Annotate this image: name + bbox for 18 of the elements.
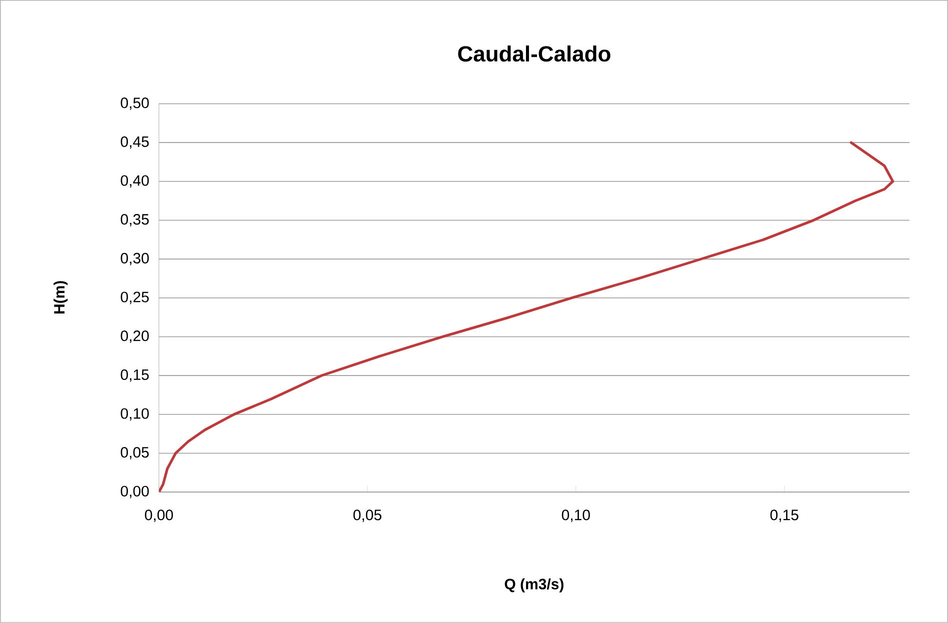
x-tick-label: 0,10	[562, 510, 590, 522]
y-tick-label: 0,35	[120, 214, 149, 226]
y-tick-label: 0,00	[120, 486, 149, 498]
y-tick-label: 0,30	[120, 252, 149, 266]
y-tick-label: 0,45	[120, 136, 149, 149]
y-axis-title: H(m)	[54, 281, 68, 314]
y-tick-label: 0,05	[120, 447, 149, 460]
y-tick-label: 0,10	[120, 408, 149, 421]
x-tick-label: 0,00	[144, 510, 173, 522]
y-tick-label: 0,40	[120, 175, 149, 188]
x-tick-label: 0,05	[353, 510, 382, 522]
y-tick-label: 0,20	[120, 330, 149, 343]
y-tick-label: 0,50	[120, 98, 149, 110]
y-tick-label: 0,15	[120, 369, 149, 382]
chart-title: Caudal-Calado	[458, 46, 610, 62]
x-tick-label: 0,15	[770, 510, 798, 522]
y-tick-label: 0,25	[120, 292, 149, 304]
x-axis-title: Q (m3/s)	[504, 578, 564, 592]
